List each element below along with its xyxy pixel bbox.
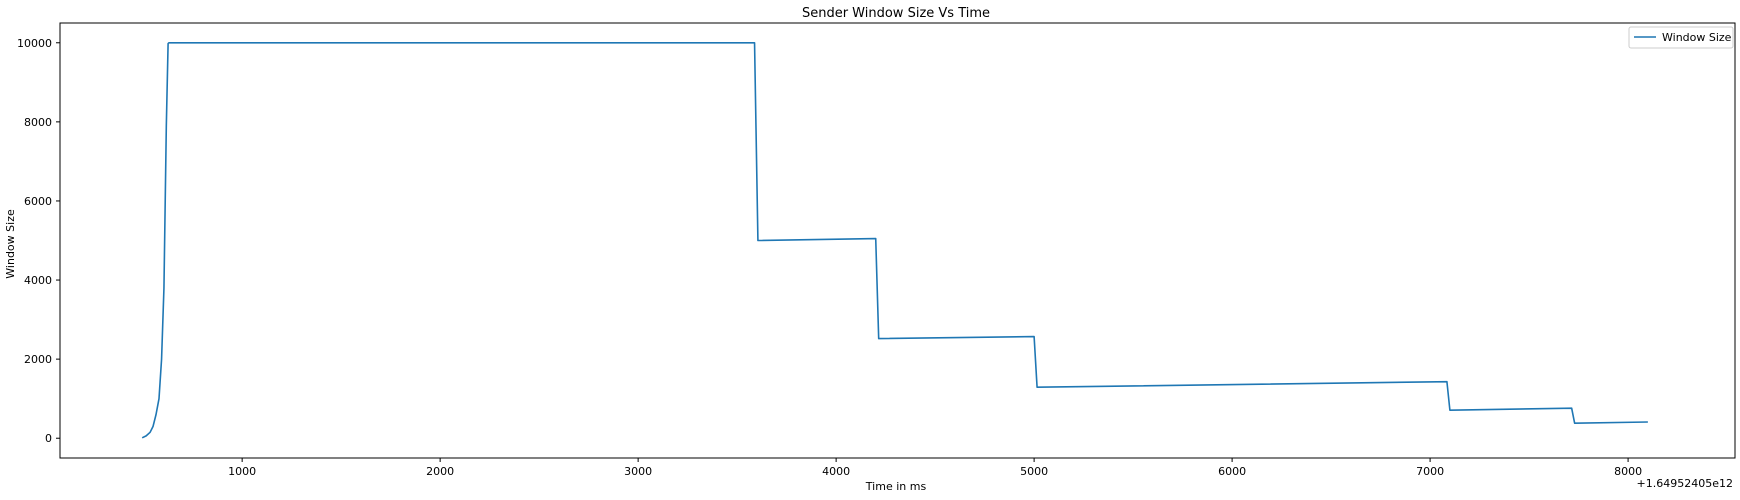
x-axis-ticks: 1000 2000 3000 4000 5000 6000 7000 8000	[228, 458, 1642, 478]
y-tick-label: 10000	[17, 37, 52, 50]
legend-label: Window Size	[1662, 31, 1732, 44]
x-tick-label: 3000	[624, 465, 652, 478]
x-tick-label: 7000	[1416, 465, 1444, 478]
y-tick-label: 4000	[24, 274, 52, 287]
axes-frame	[59, 22, 1736, 459]
y-tick-label: 2000	[24, 353, 52, 366]
x-axis-offset-label: +1.64952405e12	[1637, 477, 1733, 490]
x-tick-label: 5000	[1020, 465, 1048, 478]
legend-box	[1628, 26, 1734, 49]
y-tick-label: 6000	[24, 195, 52, 208]
x-tick-label: 8000	[1614, 465, 1642, 478]
y-tick-label: 8000	[24, 116, 52, 129]
x-axis-label: Time in ms	[865, 480, 927, 493]
series-line-0	[141, 41, 1648, 439]
y-tick-label: 0	[45, 432, 52, 445]
legend: Window Size	[1628, 26, 1734, 49]
plot-area	[141, 41, 1648, 439]
x-tick-label: 6000	[1218, 465, 1246, 478]
x-tick-label: 2000	[426, 465, 454, 478]
x-tick-label: 4000	[822, 465, 850, 478]
chart-title: Sender Window Size Vs Time	[802, 6, 990, 21]
x-tick-label: 1000	[228, 465, 256, 478]
y-axis-ticks: 0 2000 4000 6000 8000 10000	[17, 37, 60, 445]
y-axis-label: Window Size	[4, 209, 17, 279]
